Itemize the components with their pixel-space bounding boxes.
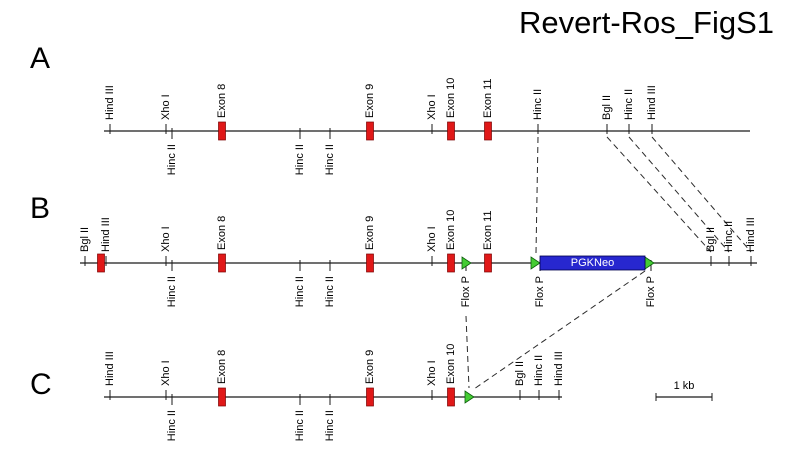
site-label: Xho I	[160, 226, 172, 252]
site-label: Xho I	[426, 360, 438, 386]
exon-box	[366, 121, 374, 141]
site-label: Flox P	[460, 276, 472, 307]
site-label: Xho I	[426, 226, 438, 252]
site-label: Bgl II	[601, 95, 613, 120]
exon-label: Exon 9	[364, 84, 376, 118]
scale-bar: 1 kb	[655, 380, 713, 401]
site-label: Hind III	[745, 217, 757, 252]
map-B: B Bgl II Hind III Xho I Xho I Bgl II Hinc II Hi…	[30, 192, 757, 307]
exon-label: Exon 11	[482, 210, 494, 250]
map-A: A Hind III Xho I Xho I Hinc II Bgl II Hinc II H…	[30, 42, 750, 175]
site-label: Hinc II	[166, 276, 178, 307]
site-label: Hind III	[646, 85, 658, 120]
site-label: Xho I	[160, 94, 172, 120]
section-label: B	[30, 192, 50, 225]
exon-label: Exon 11	[482, 78, 494, 118]
exon-label: Exon 9	[364, 350, 376, 384]
site-label: Xho I	[426, 94, 438, 120]
exon-box	[366, 253, 374, 273]
exon-label: Exon 10	[445, 210, 457, 250]
site-label: Hinc II	[324, 144, 336, 175]
site-label: Hinc II	[623, 89, 635, 120]
scale-bar-label: 1 kb	[674, 380, 695, 392]
exon-box	[484, 121, 492, 141]
connector-line	[465, 315, 470, 389]
site-label: Hind III	[553, 351, 565, 386]
figure-title: Revert-Ros_FigS1	[519, 5, 774, 40]
section-label: A	[30, 42, 50, 75]
site-label: Flox P	[534, 276, 546, 307]
exon-box	[447, 253, 455, 273]
site-label: Hinc II	[294, 276, 306, 307]
exon-label: Exon 10	[445, 78, 457, 118]
connector-line	[651, 136, 752, 253]
site-label: Hinc II	[294, 144, 306, 175]
exon-box	[97, 253, 105, 273]
exon-label: Exon 8	[216, 216, 228, 250]
neo-label: PGKNeo	[571, 257, 614, 269]
site-label: Hinc II	[294, 410, 306, 441]
section-label: C	[30, 368, 52, 401]
connector-lines	[465, 136, 752, 390]
exon-label: Exon 8	[216, 84, 228, 118]
site-label: Bgl II	[79, 227, 91, 252]
exon-box	[447, 387, 455, 407]
exon-box	[218, 121, 226, 141]
connector-line	[535, 136, 539, 254]
site-label: Hinc II	[723, 221, 735, 252]
exon-label: Exon 10	[445, 344, 457, 384]
connector-line	[473, 270, 646, 390]
exon-box	[447, 121, 455, 141]
exon-box	[366, 387, 374, 407]
site-label: Bgl II	[514, 361, 526, 386]
site-label: Hinc II	[532, 89, 544, 120]
exon-box	[218, 387, 226, 407]
map-C: C Hind III Xho I Xho I Bgl II Hinc II Hind III…	[30, 344, 565, 442]
site-label: Hinc II	[324, 276, 336, 307]
site-label: Hinc II	[166, 144, 178, 175]
site-label: Hind III	[100, 217, 112, 252]
exon-label: Exon 8	[216, 350, 228, 384]
neo-box	[539, 255, 646, 271]
site-label: Bgl II	[705, 227, 717, 252]
exon-box	[484, 253, 492, 273]
site-label: Xho I	[160, 360, 172, 386]
connector-line	[628, 136, 730, 253]
floxp-triangle	[644, 256, 655, 270]
site-label: Flox P	[645, 276, 657, 307]
site-label: Hinc II	[324, 410, 336, 441]
site-label: Hinc II	[533, 355, 545, 386]
exon-label: Exon 9	[364, 216, 376, 250]
floxp-triangle	[530, 256, 541, 270]
connector-line	[606, 136, 712, 253]
floxp-triangle	[461, 256, 472, 270]
floxp-triangle	[464, 390, 475, 404]
site-label: Hind III	[104, 85, 116, 120]
exon-box	[218, 253, 226, 273]
site-label: Hind III	[104, 351, 116, 386]
site-label: Hinc II	[166, 410, 178, 441]
